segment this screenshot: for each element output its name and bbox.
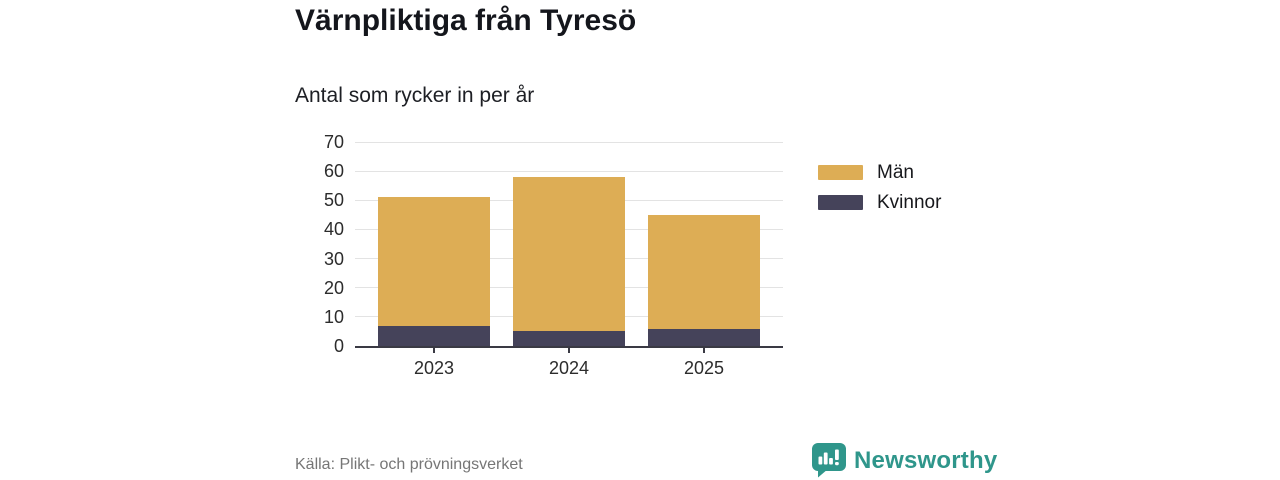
y-tick-label-60: 60: [323, 161, 344, 182]
bar-segment-2023-Kvinnor: [378, 325, 490, 346]
x-tick-2024: [568, 348, 570, 353]
legend-item-Män: Män: [818, 160, 941, 185]
x-axis-line: [355, 346, 783, 348]
chart-title: Värnpliktiga från Tyresö: [295, 4, 637, 37]
plot-area: [355, 141, 783, 348]
bar-segment-2025-Män: [648, 214, 760, 329]
y-tick-label-10: 10: [323, 306, 344, 327]
legend-label-Kvinnor: Kvinnor: [877, 191, 942, 213]
newsworthy-icon: [812, 443, 846, 478]
x-tick-2025: [703, 348, 705, 353]
y-tick-label-50: 50: [323, 190, 344, 211]
legend-swatch-Män: [818, 165, 863, 180]
bar-segment-2025-Kvinnor: [648, 328, 760, 346]
y-tick-label-0: 0: [333, 336, 344, 356]
source-note: Källa: Plikt- och prövningsverket: [295, 456, 523, 473]
x-tick-2023: [433, 348, 435, 353]
legend: Män Kvinnor: [818, 160, 941, 220]
legend-swatch-Kvinnor: [818, 195, 863, 210]
x-tick-label-2023: 2023: [413, 358, 455, 378]
legend-label-Män: Män: [877, 161, 914, 183]
y-tick-label-20: 20: [323, 277, 344, 298]
x-tick-label-2025: 2025: [683, 358, 725, 378]
newsworthy-logo[interactable]: Newsworthy: [812, 443, 997, 478]
y-tick-label-30: 30: [323, 248, 344, 269]
gridline-60: [355, 170, 783, 172]
legend-item-Kvinnor: Kvinnor: [818, 190, 941, 215]
y-tick-label-70: 70: [323, 132, 344, 152]
bar-segment-2024-Kvinnor: [513, 331, 625, 346]
chart-subtitle: Antal som rycker in per år: [295, 84, 535, 107]
y-tick-label-40: 40: [323, 219, 344, 240]
x-tick-label-2024: 2024: [548, 358, 590, 378]
bar-segment-2024-Män: [513, 176, 625, 332]
newsworthy-wordmark: Newsworthy: [854, 446, 998, 474]
bar-segment-2023-Män: [378, 197, 490, 326]
gridline-70: [355, 141, 783, 143]
